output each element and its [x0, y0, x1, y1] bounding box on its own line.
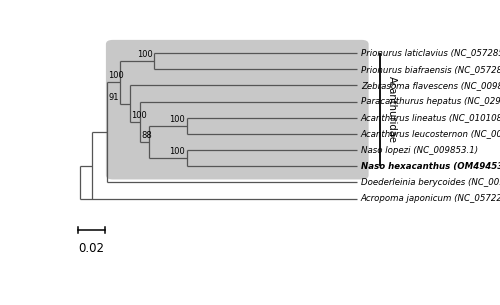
Text: 100: 100	[170, 115, 186, 124]
Text: Acanthurus leucosternon (NC_009830.1): Acanthurus leucosternon (NC_009830.1)	[361, 129, 500, 138]
Text: Acropoma japonicum (NC_057224.1): Acropoma japonicum (NC_057224.1)	[361, 194, 500, 203]
FancyBboxPatch shape	[106, 40, 368, 179]
Text: 88: 88	[141, 131, 152, 140]
Text: 100: 100	[132, 111, 147, 120]
Text: 91: 91	[108, 93, 118, 102]
Text: 100: 100	[136, 50, 152, 59]
Text: Prionurus biafraensis (NC_057282.1): Prionurus biafraensis (NC_057282.1)	[361, 65, 500, 74]
Text: Naso lopezi (NC_009853.1): Naso lopezi (NC_009853.1)	[361, 145, 478, 155]
Text: 100: 100	[170, 147, 186, 156]
Text: Naso hexacanthus (OM494539) (this study): Naso hexacanthus (OM494539) (this study)	[361, 162, 500, 171]
Text: Paracanthurus hepatus (NC_029237.1): Paracanthurus hepatus (NC_029237.1)	[361, 97, 500, 106]
Text: Acanthuridae: Acanthuridae	[386, 76, 396, 143]
Text: Acanthurus lineatus (NC_010108.2): Acanthurus lineatus (NC_010108.2)	[361, 113, 500, 122]
Text: Zebrasoma flavescens (NC_009874.1): Zebrasoma flavescens (NC_009874.1)	[361, 81, 500, 90]
Text: Prionurus laticlavius (NC_057285.1): Prionurus laticlavius (NC_057285.1)	[361, 48, 500, 58]
Text: 0.02: 0.02	[78, 242, 104, 255]
Text: Doederleinia berycoides (NC_009867.1): Doederleinia berycoides (NC_009867.1)	[361, 178, 500, 187]
Text: 100: 100	[108, 71, 124, 80]
